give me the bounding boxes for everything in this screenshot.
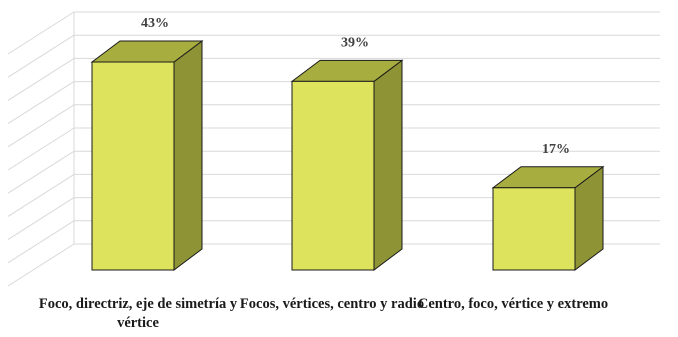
gridline-side <box>7 197 75 241</box>
bars <box>90 40 605 271</box>
gridline-side <box>7 34 75 78</box>
category-label-1: Foco, directriz, eje de simetría y vérti… <box>38 296 238 331</box>
value-label-3: 17% <box>542 142 570 157</box>
gridline-side <box>7 173 75 217</box>
gridline-side <box>7 81 75 125</box>
bar-front-face <box>492 187 576 271</box>
gridline-side <box>7 104 75 148</box>
category-label-3: Centro, foco, vértice y extremo <box>417 296 609 312</box>
gridline-side <box>7 220 75 264</box>
bar-front-face <box>91 61 175 271</box>
bar-side-face <box>173 40 203 271</box>
gridline-side <box>7 150 75 194</box>
value-label-2: 39% <box>341 35 369 50</box>
value-label-1: 43% <box>141 16 169 31</box>
gridline-side <box>7 127 75 171</box>
gridline-side <box>7 11 75 55</box>
bar-1 <box>90 40 204 271</box>
bar-3 <box>491 165 605 271</box>
gridline-side <box>7 57 75 101</box>
bar-2 <box>290 59 404 271</box>
bar-side-face <box>373 59 403 271</box>
gridline-side <box>7 243 75 287</box>
category-label-2: Focos, vértices, centro y radio <box>239 296 425 312</box>
value-labels: 43% 39% 17% <box>141 16 570 157</box>
bar-front-face <box>291 80 375 271</box>
